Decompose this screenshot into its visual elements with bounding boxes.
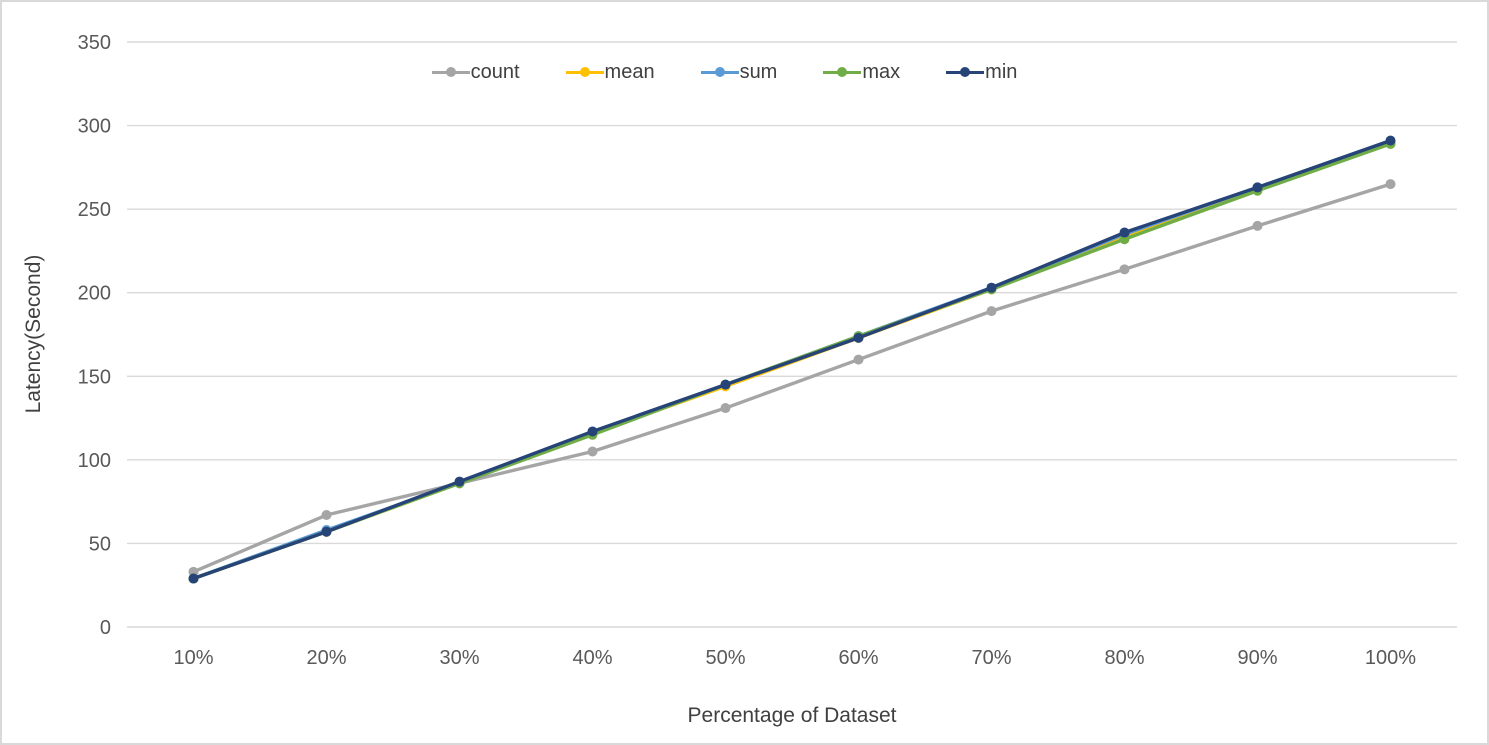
legend-label: sum [739,61,778,83]
legend-dot-icon [837,67,848,77]
series-marker-count [1252,220,1263,231]
series-line-count [191,182,1393,574]
legend-item-max: max [823,59,900,85]
legend-label: min [985,61,1018,83]
series-marker-min [986,282,997,293]
series-marker-count [321,510,332,521]
legend-item-sum: sum [700,59,778,85]
series-marker-min [587,426,598,437]
y-tick-label: 50 [89,533,111,555]
legend-label: count [470,61,520,83]
series-marker-count [1119,264,1130,275]
y-tick-label: 150 [78,366,111,388]
legend-line-marker-icon [946,67,985,77]
y-tick-label: 200 [78,283,111,305]
legend-line-marker-icon [565,67,604,77]
series-marker-min [1385,135,1396,146]
series-marker-count [720,403,731,414]
series-marker-min [1119,227,1130,238]
legend-dot-icon [960,67,971,77]
series-marker-min [1252,182,1263,193]
legend-dot-icon [714,67,725,77]
series-line-min [191,138,1393,581]
x-tick-label: 30% [439,647,479,669]
series-marker-min [321,526,332,537]
y-tick-label: 100 [78,450,111,472]
legend-dot-icon [579,67,590,77]
y-tick-label: 0 [100,617,111,639]
series-marker-count [986,306,997,317]
x-tick-label: 10% [173,647,213,669]
chart-legend: count mean sum max min [2,59,1487,85]
legend-item-min: min [946,59,1017,85]
legend-item-count: count [431,59,520,85]
legend-label: mean [604,61,655,83]
x-tick-label: 70% [971,647,1011,669]
x-tick-label: 80% [1104,647,1144,669]
legend-line-marker-icon [431,67,470,77]
legend-line-marker-icon [700,67,739,77]
x-tick-label: 90% [1237,647,1277,669]
y-tick-label: 300 [78,116,111,138]
series-marker-count [1385,179,1396,190]
x-tick-label: 60% [838,647,878,669]
x-tick-label: 50% [705,647,745,669]
x-axis-title: Percentage of Dataset [687,704,897,727]
x-tick-label: 100% [1365,647,1416,669]
series-marker-min [853,332,864,343]
series-marker-count [587,446,598,457]
series-marker-count [853,354,864,365]
x-tick-label: 40% [572,647,612,669]
legend-label: max [862,61,901,83]
series-marker-min [720,379,731,390]
y-tick-label: 250 [78,199,111,221]
y-tick-label: 350 [78,32,111,54]
legend-line-marker-icon [823,67,862,77]
series-marker-min [188,573,199,584]
legend-item-mean: mean [565,59,655,85]
y-axis-title: Latency(Second) [22,254,45,414]
x-tick-label: 20% [306,647,346,669]
legend-dot-icon [445,67,456,77]
series-marker-min [454,476,465,487]
